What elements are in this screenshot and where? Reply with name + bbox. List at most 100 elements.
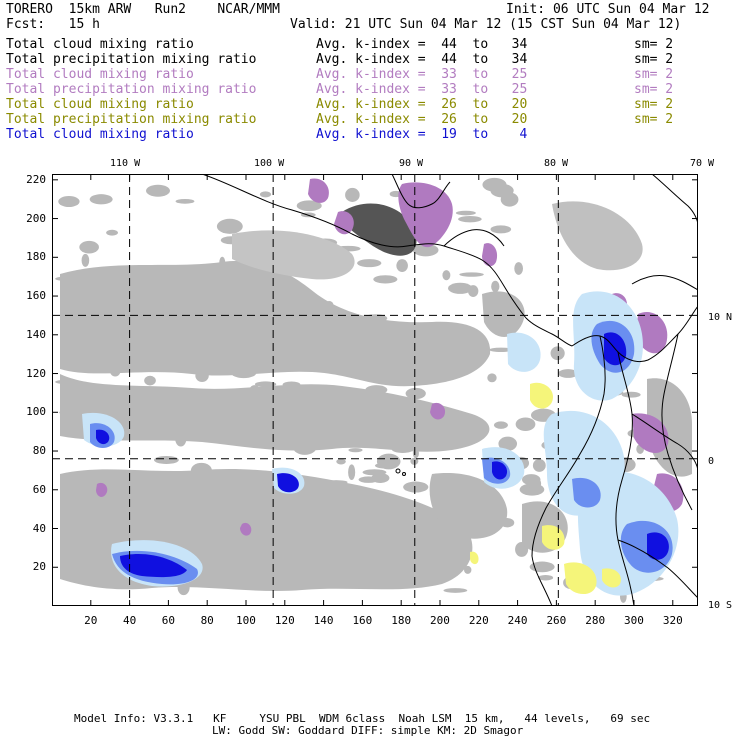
cloud-speck (493, 421, 508, 429)
cloud-speck (482, 177, 507, 192)
cloud-speck (621, 391, 641, 398)
cloud-speck (554, 350, 562, 357)
x-tick-label: 300 (624, 614, 644, 627)
cloud-speck (448, 282, 473, 294)
model-title: TORERO 15km ARW Run2 NCAR/MMM (6, 2, 280, 17)
y-tick-label: 100 (26, 405, 46, 419)
legend-range: Avg. k-index = 44 to 34 (316, 52, 528, 67)
dark-cloud-mexico (342, 203, 417, 256)
y-tick-label: 200 (26, 211, 46, 225)
cloud-speck (106, 229, 118, 236)
legend-range: Avg. k-index = 19 to 4 (316, 127, 528, 142)
coastlines (201, 174, 698, 606)
cloud-speck (259, 191, 272, 198)
lon-label-70w: 70 W (690, 158, 715, 169)
cloud-speck (459, 272, 484, 277)
cloud-speck (403, 481, 429, 493)
legend-field: Total precipitation mixing ratio (6, 52, 257, 67)
x-tick-label: 120 (274, 614, 295, 627)
legend-range: Avg. k-index = 26 to 20 (316, 97, 528, 112)
cloud-speck (345, 187, 360, 203)
cloud-speck (558, 369, 579, 378)
cloud-speck (515, 417, 536, 432)
cloud-speck (396, 259, 408, 273)
x-tick-label: 180 (391, 614, 412, 627)
cloud-speck (514, 262, 523, 275)
legend-field: Total cloud mixing ratio (6, 37, 194, 52)
cloud-speck (357, 259, 382, 268)
y-tick-label: 160 (26, 289, 46, 303)
cloud-speck (455, 210, 476, 216)
cloud-speck (348, 448, 363, 453)
weather-map (52, 174, 698, 606)
legend-smoothing: sm= 2 (634, 67, 674, 82)
cloud-speck (373, 275, 398, 284)
cloud-speck (498, 436, 518, 451)
cloud-speck (216, 218, 243, 234)
legend-range: Avg. k-index = 44 to 34 (316, 37, 528, 52)
cloud-speck (376, 453, 401, 470)
legend-field: Total precipitation mixing ratio (6, 112, 257, 127)
cloud-speck (175, 198, 195, 204)
lon-label-90w: 90 W (399, 158, 424, 169)
lon-label-80w: 80 W (544, 158, 569, 169)
lon-label-110w: 110 W (110, 158, 141, 169)
cloud-speck (358, 476, 379, 483)
cloud-speck (89, 194, 113, 205)
blue-field (90, 320, 673, 585)
cloud-speck (521, 474, 541, 486)
physics-info: LW: Godd SW: Goddard DIFF: simple KM: 2D… (212, 724, 524, 737)
lat-label-10n: 10 N (708, 312, 733, 323)
y-tick-label: 180 (26, 250, 46, 264)
y-tick-label: 20 (32, 560, 46, 574)
cloud-speck (296, 200, 322, 212)
y-tick-label: 220 (26, 172, 46, 186)
y-tick-label: 140 (26, 327, 46, 341)
legend-smoothing: sm= 2 (634, 82, 674, 97)
x-tick-label: 220 (468, 614, 489, 627)
x-tick-label: 280 (585, 614, 606, 627)
init-time: Init: 06 UTC Sun 04 Mar 12 (506, 2, 710, 17)
x-tick-label: 320 (662, 614, 683, 627)
x-tick-label: 100 (236, 614, 256, 627)
lon-label-100w: 100 W (254, 158, 285, 169)
cloud-speck (487, 373, 497, 383)
forecast-hour: Fcst: 15 h (6, 17, 100, 32)
legend-smoothing: sm= 2 (634, 52, 674, 67)
x-tick-label: 80 (200, 614, 214, 627)
cloud-speck (443, 588, 468, 593)
legend-smoothing: sm= 2 (634, 37, 674, 52)
x-tick-label: 40 (122, 614, 137, 627)
model-info: Model Info: V3.3.1 KF YSU PBL WDM 6class… (74, 712, 651, 725)
legend-smoothing: sm= 2 (634, 97, 674, 112)
legend-smoothing: sm= 2 (634, 112, 674, 127)
cloud-speck (442, 270, 451, 281)
cloud-speck (538, 574, 554, 581)
cloud-speck (464, 565, 472, 574)
axis-ticks (52, 174, 698, 606)
cloud-speck (412, 243, 439, 257)
y-tick-label: 80 (32, 444, 46, 458)
legend-field: Total cloud mixing ratio (6, 97, 194, 112)
cloud-speck (362, 469, 387, 476)
cloud-speck (145, 184, 170, 197)
cloud-speck (405, 387, 426, 400)
legend-field: Total precipitation mixing ratio (6, 82, 257, 97)
cloud-speck (153, 455, 179, 464)
yellow-field (470, 382, 621, 595)
cloud-speck (81, 253, 90, 267)
x-tick-label: 140 (313, 614, 334, 627)
cloud-speck (79, 240, 99, 254)
cloud-speck (489, 347, 513, 353)
lat-label-10s: 10 S (708, 600, 733, 611)
x-tick-label: 60 (161, 614, 176, 627)
lat-lon-grid (52, 174, 698, 606)
cloud-speck (467, 285, 479, 297)
map-frame (52, 174, 698, 606)
cloud-speck (490, 225, 512, 234)
cloud-speck (532, 459, 546, 472)
cloud-speck (144, 375, 156, 386)
lat-label-0: 0 (708, 456, 715, 467)
cloud-speck (491, 280, 500, 293)
legend-field: Total cloud mixing ratio (6, 67, 194, 82)
